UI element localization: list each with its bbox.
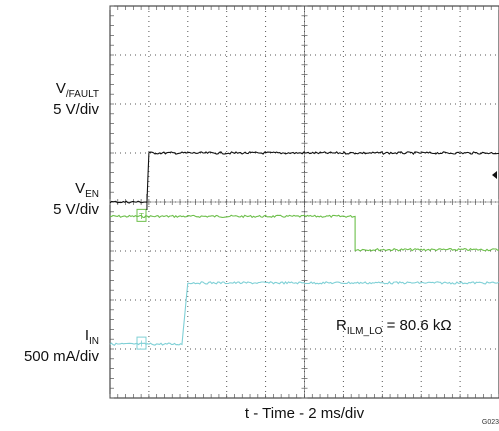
ground-marker-label-2: I — [140, 340, 142, 349]
scale-iin: 500 mA/div — [23, 348, 99, 365]
figure-id: G023 — [481, 419, 499, 426]
plot-grid — [109, 5, 499, 399]
label-vfault: V/FAULT — [55, 80, 99, 100]
annotation-rilm: RILM_LO = 80.6 kΩ — [336, 317, 452, 337]
trace-1 — [109, 151, 499, 204]
plot-markers: TI — [136, 171, 497, 350]
ground-marker-0 — [136, 208, 147, 222]
trigger-level-arrow — [492, 171, 497, 180]
trace-2 — [109, 280, 499, 346]
label-iin: IIN — [84, 327, 99, 347]
ground-marker-label-0: T — [139, 212, 144, 221]
x-axis-label: t - Time - 2 ms/div — [244, 405, 365, 422]
scale-ven: 5 V/div — [53, 201, 99, 218]
label-ven: VEN — [75, 180, 99, 200]
scale-vfault: 5 V/div — [53, 101, 99, 118]
ground-marker-2 — [136, 336, 147, 350]
trace-0 — [109, 214, 499, 252]
plot-traces — [109, 151, 499, 346]
